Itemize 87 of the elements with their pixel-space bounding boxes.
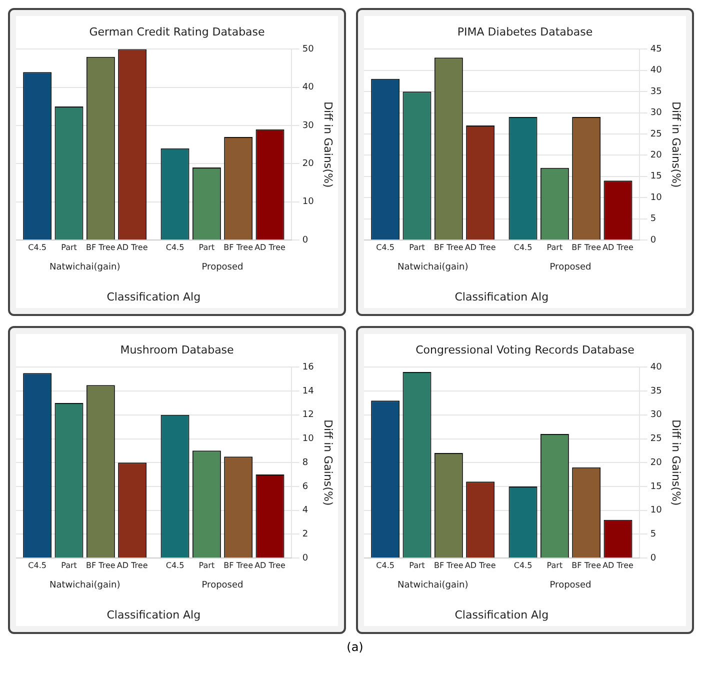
x-tick-label: Proposed	[550, 262, 592, 273]
series-label: AD Tree	[116, 243, 148, 252]
y-tick-label: 0	[650, 235, 656, 246]
y-tick-label: 30	[302, 120, 314, 131]
x-tick-label: Natwichai(gain)	[49, 580, 120, 591]
x-tick-label: Proposed	[550, 580, 592, 591]
y-axis-title: Diff in Gains(%)	[322, 102, 335, 188]
series-label: BF Tree	[86, 561, 116, 570]
series-label: Part	[409, 243, 425, 252]
text: AD Tree	[602, 243, 634, 252]
x-axis-title: Classification Alg	[454, 290, 549, 304]
chart-title: Congressional Voting Records Database	[416, 343, 635, 356]
y-tick-label: 14	[302, 386, 314, 396]
series-label: C4.5	[376, 243, 394, 252]
y-tick-label: 20	[650, 150, 662, 161]
x-tick-label: Natwichai(gain)	[49, 262, 120, 273]
y-tick-label: 2	[302, 529, 308, 540]
x-tick-label: Natwichai(gain)	[397, 580, 468, 591]
series-label: AD Tree	[464, 561, 496, 570]
y-tick-label: 0	[302, 553, 308, 564]
text: C4.5	[166, 561, 184, 570]
x-axis-title: Classification Alg	[106, 608, 201, 622]
series-label: BF Tree	[86, 243, 116, 252]
y-tick-label: 5	[650, 214, 656, 224]
text: (a)	[346, 640, 364, 654]
text: C4.5	[514, 561, 532, 570]
y-tick-label: 6	[302, 482, 308, 492]
text: C4.5	[514, 243, 532, 252]
text: AD Tree	[254, 243, 286, 252]
y-tick-label: 15	[650, 482, 662, 492]
series-label: AD Tree	[464, 243, 496, 252]
y-tick-label: 0	[302, 235, 308, 246]
y-axis-title: Diff in Gains(%)	[670, 102, 683, 188]
text: Part	[546, 561, 563, 570]
text: AD Tree	[602, 561, 634, 570]
x-tick-label: Natwichai(gain)	[397, 262, 468, 273]
text: C4.5	[166, 243, 184, 252]
series-label: C4.5	[376, 561, 394, 570]
y-tick-label: 10	[302, 434, 314, 444]
y-tick-label: 20	[302, 159, 314, 170]
text: AD Tree	[254, 561, 286, 570]
chart-title: PIMA Diabetes Database	[457, 25, 593, 38]
series-label: C4.5	[28, 561, 46, 570]
x-axis-title: Classification Alg	[106, 290, 201, 304]
y-tick-label: 35	[650, 86, 662, 97]
y-tick-label: 40	[302, 82, 314, 93]
series-label: Part	[61, 243, 77, 252]
y-tick-label: 15	[650, 172, 662, 182]
y-tick-label: 40	[650, 66, 662, 76]
y-tick-label: 12	[302, 410, 314, 420]
y-tick-label: 0	[650, 553, 656, 564]
y-tick-label: 10	[650, 192, 662, 203]
y-tick-label: 40	[650, 362, 662, 373]
x-tick-label: Proposed	[202, 262, 244, 273]
y-tick-label: 25	[650, 434, 662, 444]
y-tick-label: 8	[302, 458, 308, 468]
text: BF Tree	[224, 243, 253, 252]
y-axis-title: Diff in Gains(%)	[670, 420, 683, 506]
y-tick-label: 30	[650, 108, 662, 118]
chart-title: Mushroom Database	[120, 343, 234, 356]
y-tick-label: 10	[302, 197, 314, 208]
y-axis-title: Diff in Gains(%)	[322, 420, 335, 506]
y-tick-label: 16	[302, 362, 314, 373]
text: BF Tree	[572, 561, 601, 570]
y-tick-label: 4	[302, 506, 308, 516]
series-label: BF Tree	[434, 243, 464, 252]
series-label: Part	[61, 561, 77, 570]
series-label: AD Tree	[116, 561, 148, 570]
x-axis-title: Classification Alg	[454, 608, 549, 622]
series-label: C4.5	[28, 243, 46, 252]
y-tick-label: 10	[650, 506, 662, 516]
y-tick-label: 45	[650, 44, 662, 55]
chart-title: German Credit Rating Database	[89, 25, 266, 38]
text: Part	[198, 243, 215, 252]
y-tick-label: 25	[650, 129, 662, 140]
y-tick-label: 30	[650, 410, 662, 420]
series-label: Part	[409, 561, 425, 570]
y-tick-label: 5	[650, 529, 656, 540]
text: BF Tree	[224, 561, 253, 570]
y-tick-label: 35	[650, 386, 662, 396]
text: Part	[546, 243, 563, 252]
series-label: BF Tree	[434, 561, 464, 570]
y-tick-label: 50	[302, 44, 314, 55]
y-tick-label: 20	[650, 458, 662, 468]
text: Part	[198, 561, 215, 570]
text: BF Tree	[572, 243, 601, 252]
x-tick-label: Proposed	[202, 580, 244, 591]
